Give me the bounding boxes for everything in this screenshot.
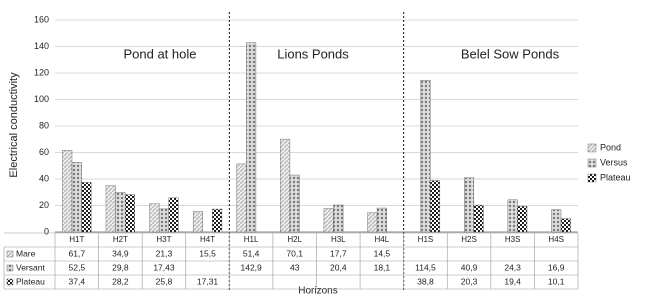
- bar: [551, 209, 562, 233]
- group-label: Belel Sow Ponds: [461, 46, 560, 61]
- bar: [149, 203, 160, 233]
- table-value: 61,7: [69, 248, 86, 258]
- table-value: 17,31: [197, 276, 219, 286]
- table-row-label: Mare: [16, 248, 36, 258]
- table-value: 37,4: [69, 276, 86, 286]
- table-value: 14,5: [374, 248, 391, 258]
- y-tick-label: 60: [39, 147, 49, 157]
- bar: [124, 194, 135, 233]
- table-value: 29,8: [112, 262, 129, 272]
- table-value: 142,9: [240, 262, 262, 272]
- table-key: [6, 250, 14, 258]
- bar: [367, 212, 378, 233]
- x-tick-label: H4T: [200, 235, 215, 244]
- table-value: 20,3: [461, 276, 478, 286]
- table-value: 52,5: [69, 262, 86, 272]
- table-value: 114,5: [415, 262, 436, 272]
- y-tick-label: 140: [34, 41, 49, 51]
- bar: [507, 199, 518, 233]
- table-value: 17,43: [153, 262, 175, 272]
- x-tick-label: H2T: [113, 235, 128, 244]
- bar: [192, 211, 203, 233]
- bar: [473, 204, 484, 233]
- y-tick-label: 0: [44, 226, 49, 236]
- table-value: 20,4: [330, 262, 347, 272]
- x-axis-label: Horizons: [298, 286, 337, 294]
- bar: [115, 192, 126, 233]
- table-value: 15,5: [199, 248, 216, 258]
- group-label: Lions Ponds: [277, 46, 349, 61]
- table-value: 19,4: [504, 276, 521, 286]
- bar: [158, 208, 169, 233]
- table-value: 51,4: [243, 248, 260, 258]
- table-value: 16,9: [548, 262, 565, 272]
- bar: [560, 218, 571, 233]
- y-tick-label: 160: [34, 14, 49, 24]
- table-value: 43: [290, 262, 300, 272]
- x-tick-label: H1T: [69, 235, 84, 244]
- table-row-label: Plateau: [16, 276, 45, 286]
- y-tick-label: 120: [34, 67, 49, 77]
- legend-label: Pond: [600, 142, 621, 152]
- bar: [71, 162, 82, 233]
- table-value: 34,9: [112, 248, 129, 258]
- table-value: 38,8: [417, 276, 434, 286]
- table-value: 40,9: [461, 262, 478, 272]
- table-value: 28,2: [112, 276, 129, 286]
- bar: [464, 177, 475, 233]
- x-tick-label: H2L: [287, 235, 302, 244]
- bar: [62, 150, 73, 233]
- x-tick-label: H4S: [548, 235, 564, 244]
- x-tick-label: H3T: [156, 235, 171, 244]
- table-value: 21,3: [156, 248, 173, 258]
- bar: [280, 138, 291, 233]
- table-key: [6, 278, 14, 286]
- bar: [289, 174, 300, 233]
- x-tick-label: H2S: [461, 235, 477, 244]
- legend-swatch: [587, 173, 597, 183]
- bar: [333, 204, 344, 233]
- bar: [236, 163, 247, 233]
- bar: [323, 208, 334, 233]
- bar: [517, 206, 528, 233]
- table-key: [6, 264, 14, 272]
- bar: [81, 182, 92, 233]
- table-value: 17,7: [330, 248, 347, 258]
- table-value: 25,8: [156, 276, 173, 286]
- bar: [376, 207, 387, 233]
- legend-swatch: [587, 143, 597, 153]
- bar: [168, 197, 179, 233]
- legend-label: Plateau: [600, 172, 631, 182]
- table-value: 10,1: [548, 276, 565, 286]
- bar: [212, 208, 223, 233]
- y-tick-label: 40: [39, 173, 49, 183]
- bar: [246, 42, 257, 233]
- x-tick-label: H1S: [418, 235, 434, 244]
- x-tick-label: H1L: [244, 235, 259, 244]
- group-label: Pond at hole: [123, 46, 196, 61]
- y-tick-label: 100: [34, 94, 49, 104]
- legend-label: Versus: [600, 157, 628, 167]
- table-value: 18,1: [374, 262, 391, 272]
- table-row-label: Versant: [16, 262, 45, 272]
- x-tick-label: H4L: [375, 235, 390, 244]
- x-tick-label: H3L: [331, 235, 346, 244]
- y-tick-label: 20: [39, 200, 49, 210]
- bar: [105, 185, 116, 233]
- bar: [430, 180, 441, 233]
- y-axis-label: Electrical conductivity: [8, 72, 20, 178]
- table-value: 24,3: [504, 262, 521, 272]
- legend-swatch: [587, 158, 597, 168]
- y-tick-label: 80: [39, 120, 49, 130]
- x-tick-label: H3S: [505, 235, 521, 244]
- bar: [420, 80, 431, 233]
- table-value: 70,1: [286, 248, 303, 258]
